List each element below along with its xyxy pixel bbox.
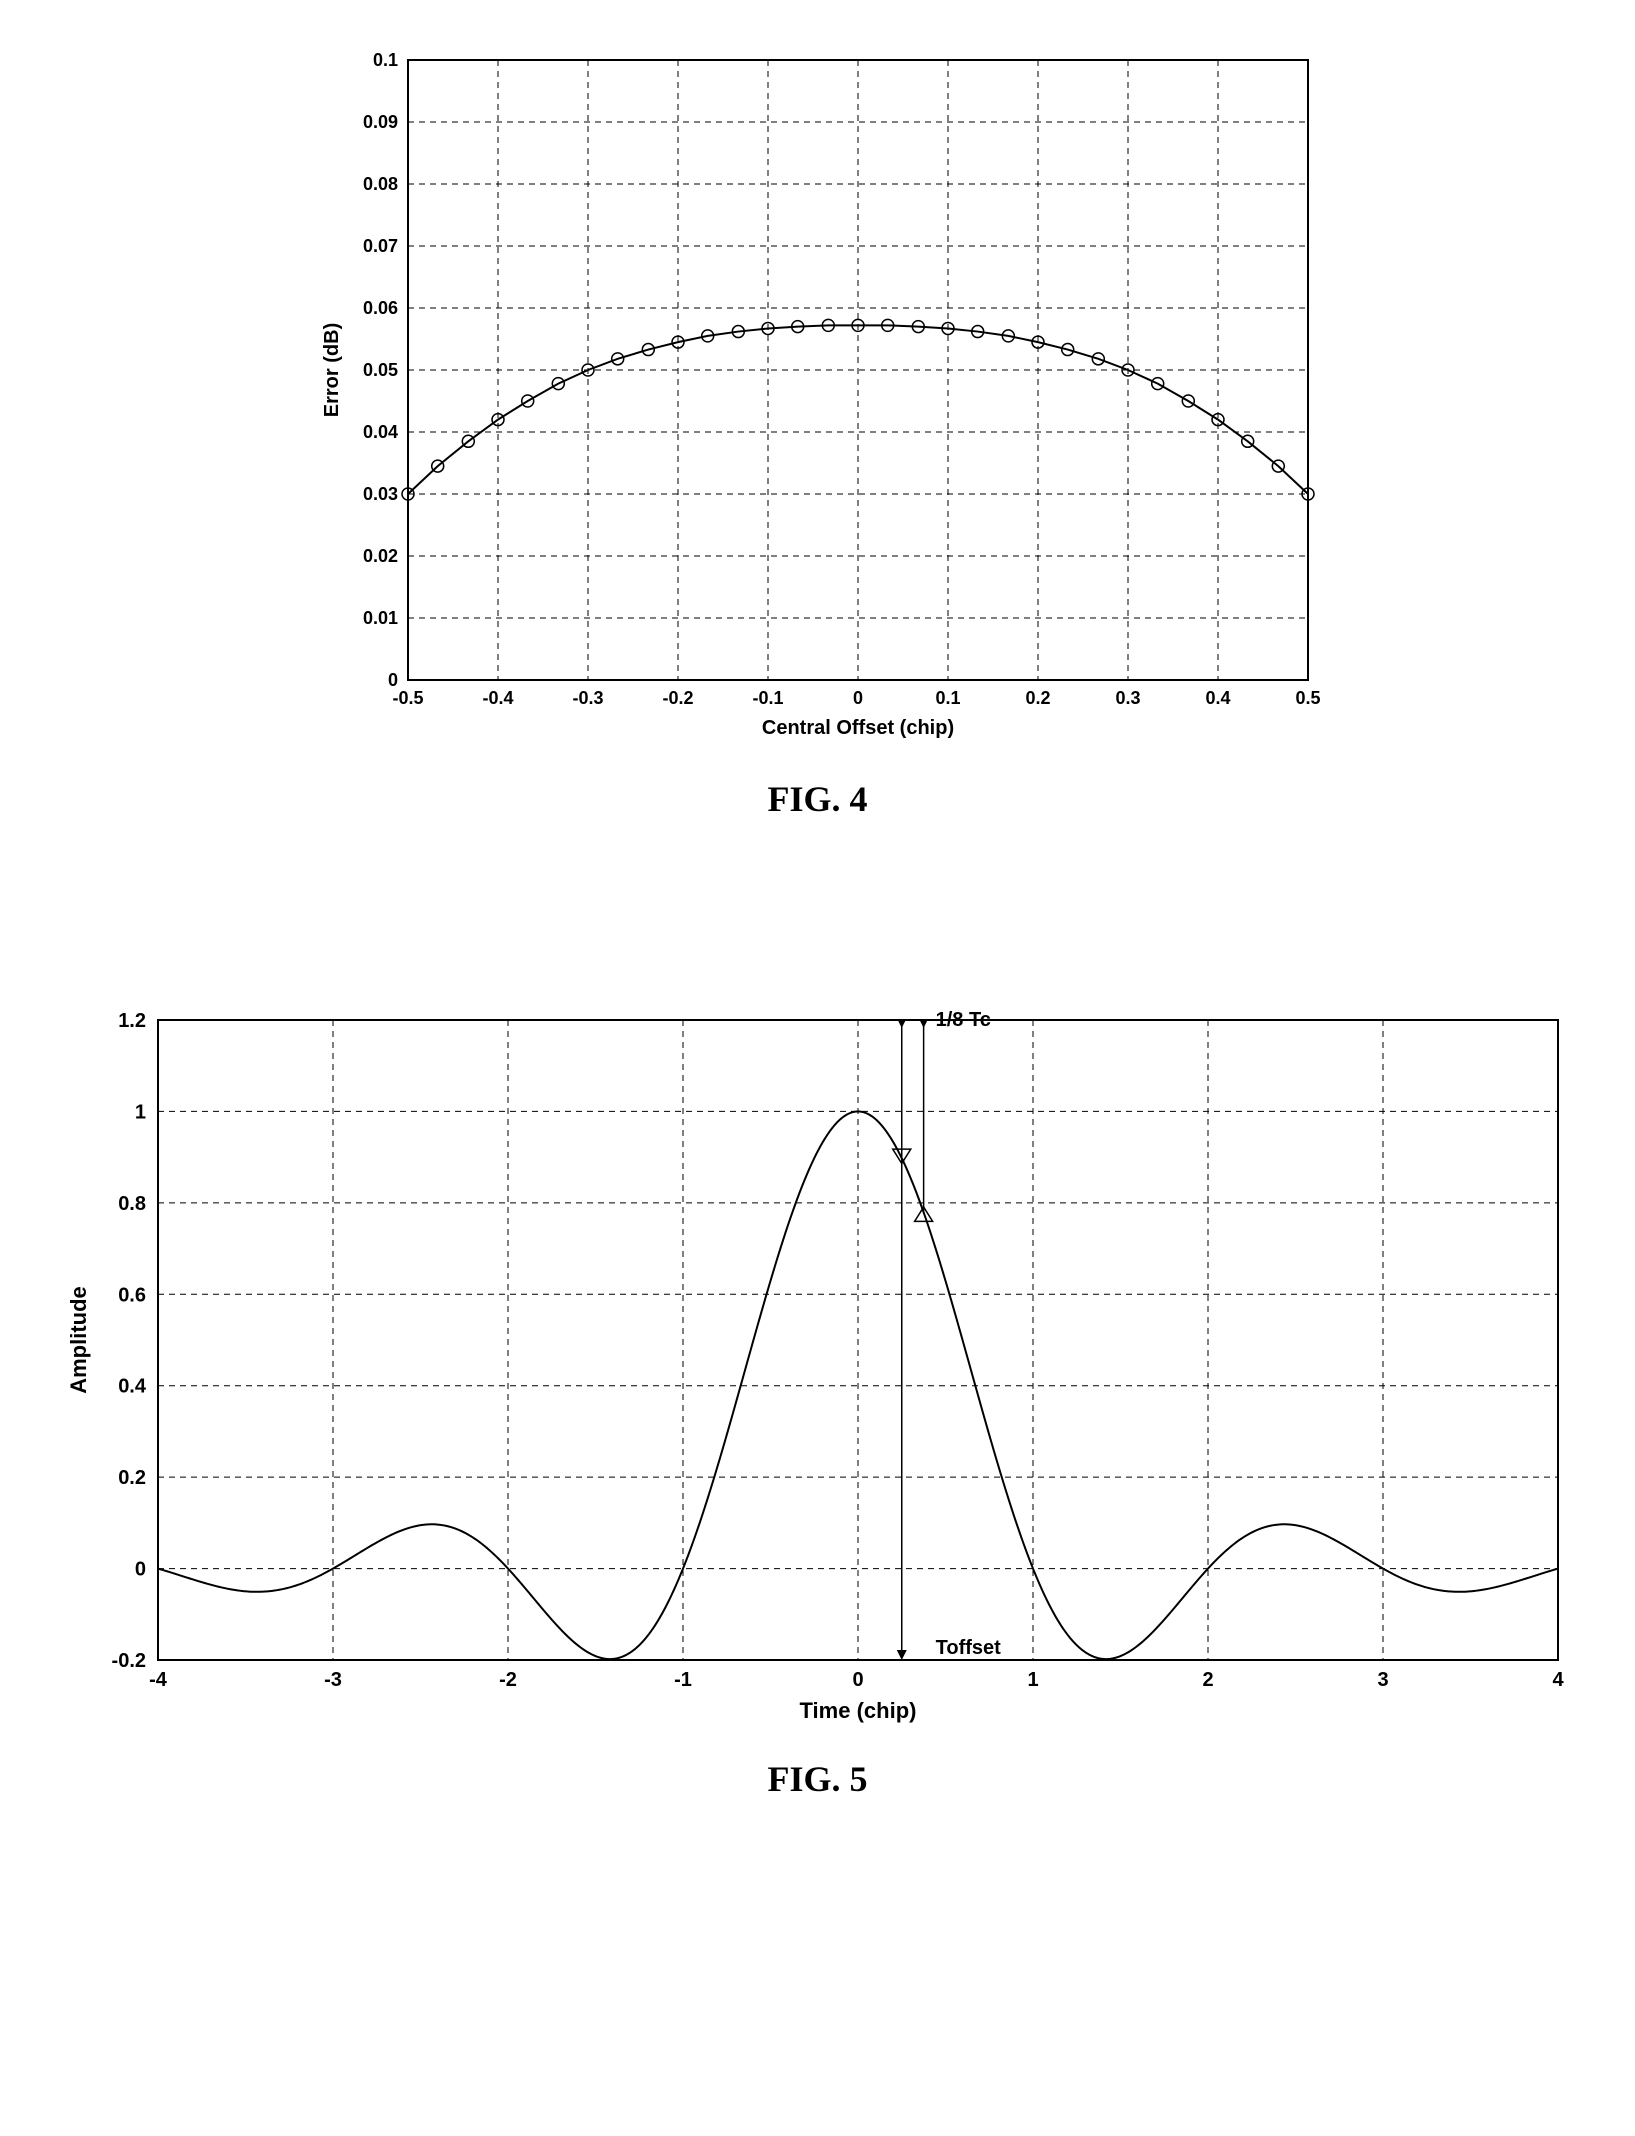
svg-text:0.04: 0.04 — [362, 422, 397, 442]
svg-text:1: 1 — [1027, 1669, 1038, 1691]
svg-text:-0.5: -0.5 — [392, 688, 423, 708]
svg-text:0.5: 0.5 — [1295, 688, 1320, 708]
figure-4: -0.5 -0.4 -0.3 -0.2 -0.1 0 0.1 0.2 0.3 0.4 0.5 0 0.0… — [268, 40, 1368, 820]
svg-text:-1: -1 — [674, 1669, 692, 1691]
svg-text:4: 4 — [1552, 1669, 1564, 1691]
svg-text:Time (chip): Time (chip) — [799, 1698, 916, 1723]
svg-text:0.07: 0.07 — [362, 236, 397, 256]
svg-text:0.02: 0.02 — [362, 546, 397, 566]
svg-text:-0.4: -0.4 — [482, 688, 513, 708]
svg-text:Toffset: Toffset — [935, 1637, 1001, 1659]
svg-text:-3: -3 — [324, 1669, 342, 1691]
svg-text:0.3: 0.3 — [1115, 688, 1140, 708]
svg-text:0.2: 0.2 — [1025, 688, 1050, 708]
svg-text:-0.3: -0.3 — [572, 688, 603, 708]
svg-text:1.2: 1.2 — [118, 1010, 146, 1032]
figure-5: -4 -3 -2 -1 0 1 2 3 4 -0.2 0 0.2 0.4 0.6 0.8 1 1.2 1/8 Tc… — [38, 1000, 1598, 1800]
svg-text:0.08: 0.08 — [362, 174, 397, 194]
svg-text:0.06: 0.06 — [362, 298, 397, 318]
svg-text:Central Offset (chip): Central Offset (chip) — [761, 717, 953, 739]
svg-text:0.6: 0.6 — [118, 1284, 146, 1306]
svg-text:0: 0 — [387, 670, 397, 690]
svg-text:2: 2 — [1202, 1669, 1213, 1691]
svg-text:0: 0 — [134, 1559, 145, 1581]
svg-text:-2: -2 — [499, 1669, 517, 1691]
svg-text:-0.2: -0.2 — [111, 1650, 145, 1672]
svg-text:0.4: 0.4 — [118, 1376, 147, 1398]
svg-text:0.03: 0.03 — [362, 484, 397, 504]
svg-text:3: 3 — [1377, 1669, 1388, 1691]
svg-text:0: 0 — [852, 1669, 863, 1691]
svg-text:0.8: 0.8 — [118, 1193, 146, 1215]
svg-text:1: 1 — [134, 1101, 145, 1123]
svg-text:-4: -4 — [149, 1669, 168, 1691]
svg-text:0: 0 — [852, 688, 862, 708]
svg-text:Amplitude: Amplitude — [66, 1286, 91, 1394]
svg-text:0.09: 0.09 — [362, 112, 397, 132]
svg-text:Error (dB): Error (dB) — [321, 323, 343, 417]
svg-text:0.4: 0.4 — [1205, 688, 1230, 708]
svg-text:0.05: 0.05 — [362, 360, 397, 380]
fig5-caption: FIG. 5 — [38, 1758, 1598, 1800]
svg-text:-0.2: -0.2 — [662, 688, 693, 708]
svg-text:-0.1: -0.1 — [752, 688, 783, 708]
fig4-caption: FIG. 4 — [268, 778, 1368, 820]
svg-text:1/8 Tc: 1/8 Tc — [935, 1009, 990, 1031]
svg-text:0.1: 0.1 — [372, 50, 397, 70]
svg-text:0.2: 0.2 — [118, 1467, 146, 1489]
svg-text:0.1: 0.1 — [935, 688, 960, 708]
svg-text:0.01: 0.01 — [362, 608, 397, 628]
fig5-plot: -4 -3 -2 -1 0 1 2 3 4 -0.2 0 0.2 0.4 0.6 0.8 1 1.2 1/8 Tc… — [38, 1000, 1598, 1740]
fig4-plot: -0.5 -0.4 -0.3 -0.2 -0.1 0 0.1 0.2 0.3 0.4 0.5 0 0.0… — [268, 40, 1368, 760]
